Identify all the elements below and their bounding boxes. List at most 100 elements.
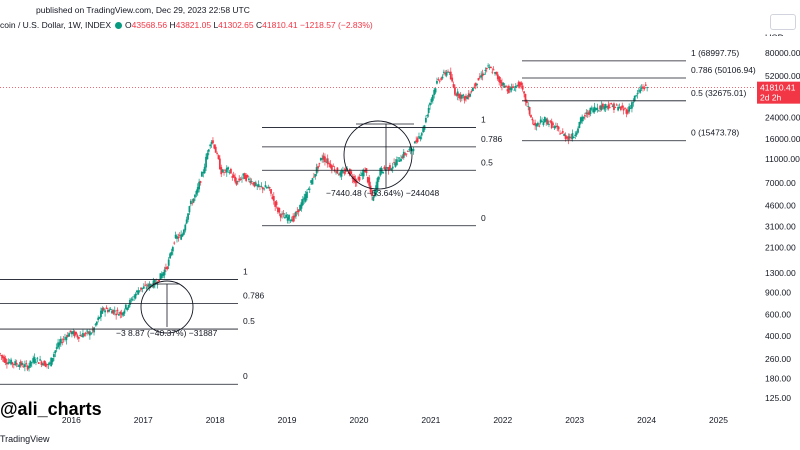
candle-body bbox=[463, 96, 466, 101]
candle-body bbox=[469, 93, 472, 97]
candle-body bbox=[66, 334, 69, 337]
candle-body bbox=[254, 182, 257, 186]
candle-body bbox=[232, 174, 235, 178]
candle-body bbox=[593, 106, 596, 112]
candle-body bbox=[322, 155, 325, 160]
candle-body bbox=[532, 123, 535, 126]
candle-body bbox=[275, 201, 278, 206]
candle-body bbox=[332, 165, 335, 167]
candle-body bbox=[65, 336, 68, 341]
candle-body bbox=[295, 211, 297, 217]
candle-body bbox=[561, 131, 564, 133]
candle-body bbox=[278, 208, 281, 213]
candle-body bbox=[394, 162, 397, 167]
candle-body bbox=[626, 110, 629, 114]
candle-body bbox=[252, 183, 254, 185]
candle-body bbox=[311, 178, 314, 185]
candle-body bbox=[525, 101, 528, 104]
candle-body bbox=[242, 173, 245, 176]
candle-body bbox=[487, 65, 490, 67]
candle-body bbox=[416, 138, 419, 142]
candle-body bbox=[447, 71, 449, 73]
candle-body bbox=[592, 108, 595, 113]
candle-body bbox=[545, 118, 548, 122]
candle-body bbox=[281, 213, 283, 215]
candle-body bbox=[552, 123, 555, 125]
candle-body bbox=[586, 112, 589, 115]
candle-body bbox=[615, 104, 618, 106]
candle-body bbox=[120, 312, 123, 315]
candle-body bbox=[376, 178, 379, 190]
chart-settings-button[interactable] bbox=[770, 14, 796, 30]
price-tick-label: 7000.00 bbox=[765, 178, 796, 188]
candle-body bbox=[35, 361, 37, 363]
candle-body bbox=[124, 304, 127, 309]
candle-body bbox=[646, 87, 649, 89]
candle-body bbox=[61, 342, 64, 344]
candle-body bbox=[200, 172, 203, 177]
candle-body bbox=[265, 187, 268, 189]
candle-body bbox=[162, 272, 165, 276]
fib-2022-level-label: 0 (15473.78) bbox=[691, 128, 739, 138]
drawdown-circle-2016[interactable] bbox=[140, 280, 194, 334]
candle-body bbox=[22, 366, 25, 368]
candle-body bbox=[109, 309, 112, 310]
candle-body bbox=[401, 156, 404, 159]
drawdown-circle-2019[interactable] bbox=[343, 120, 413, 190]
candle-body bbox=[88, 331, 91, 336]
symbol-title[interactable]: coin / U.S. Dollar, 1W, INDEX bbox=[0, 20, 112, 30]
candle-body bbox=[513, 89, 516, 91]
candle-body bbox=[119, 311, 122, 315]
candle-body bbox=[82, 333, 84, 338]
candle-body bbox=[519, 82, 521, 87]
candle-body bbox=[369, 185, 372, 193]
candle-body bbox=[542, 121, 545, 125]
price-tick-label: 11000.00 bbox=[765, 154, 800, 164]
candle-body bbox=[375, 185, 378, 195]
candle-body bbox=[32, 358, 35, 363]
candle-body bbox=[516, 84, 519, 86]
candle-body bbox=[400, 158, 402, 162]
candle-body bbox=[409, 146, 412, 152]
candle-body bbox=[395, 159, 398, 166]
price-tick-label: 600.00 bbox=[765, 309, 791, 319]
candle-body bbox=[133, 296, 136, 298]
candle-body bbox=[50, 357, 53, 367]
candle-body bbox=[259, 185, 261, 187]
author-watermark: @ali_charts bbox=[0, 399, 102, 419]
candle-body bbox=[17, 365, 19, 367]
fib-2019-level-label: 1 bbox=[481, 115, 486, 125]
candle-body bbox=[390, 168, 393, 171]
candle-body bbox=[174, 234, 177, 239]
candle-body bbox=[582, 116, 585, 119]
candle-body bbox=[95, 321, 98, 325]
candle-body bbox=[489, 67, 492, 69]
candle-body bbox=[123, 310, 126, 314]
candle-body bbox=[590, 107, 593, 109]
candle-body bbox=[137, 290, 140, 295]
candle-body bbox=[420, 133, 423, 136]
candle-body bbox=[451, 77, 454, 82]
candle-body bbox=[434, 88, 437, 93]
candle-body bbox=[445, 72, 448, 76]
candle-body bbox=[358, 177, 361, 181]
candle-body bbox=[473, 86, 476, 88]
candle-body bbox=[239, 179, 242, 181]
candle-body bbox=[465, 95, 467, 99]
candle-body bbox=[39, 359, 42, 361]
candle-body bbox=[491, 71, 494, 73]
candle-body bbox=[528, 106, 531, 115]
candle-body bbox=[304, 194, 307, 202]
candle-body bbox=[319, 158, 322, 161]
candle-body bbox=[633, 95, 636, 102]
open-label: O bbox=[125, 20, 132, 30]
candle-body bbox=[253, 182, 256, 187]
candle-body bbox=[234, 176, 236, 182]
candle-body bbox=[339, 172, 342, 176]
candle-body bbox=[488, 67, 491, 68]
fib-2017-level-label: 0.5 bbox=[243, 316, 255, 326]
candle-body bbox=[102, 307, 105, 311]
candle-body bbox=[564, 134, 567, 139]
candle-body bbox=[631, 102, 633, 109]
